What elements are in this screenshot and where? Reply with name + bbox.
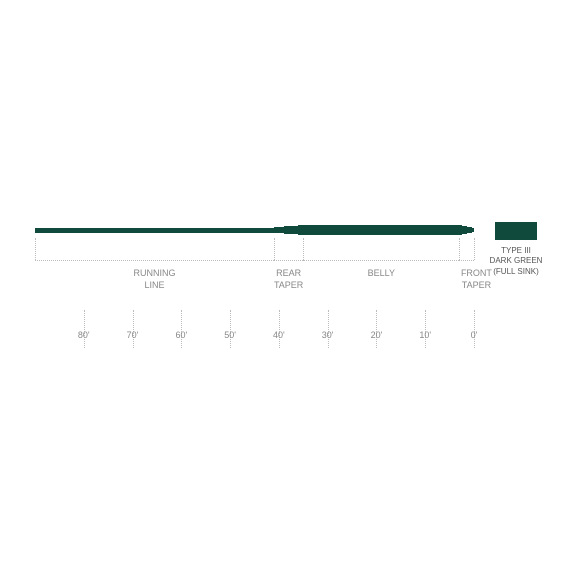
scale-tick-label: 70' — [127, 330, 139, 340]
section-divider — [474, 238, 475, 260]
section-divider — [459, 238, 460, 260]
scale-tick-label: 20' — [371, 330, 383, 340]
line-segment — [472, 228, 475, 233]
section-bracket — [459, 260, 474, 261]
scale-tick-label: 0' — [471, 330, 478, 340]
section-label: RUNNING LINE — [125, 268, 185, 291]
scale-tick-label: 60' — [175, 330, 187, 340]
scale-gridline — [376, 310, 377, 348]
scale-gridline — [279, 310, 280, 348]
color-swatch-label: TYPE III DARK GREEN (FULL SINK) — [485, 246, 547, 277]
section-bracket — [35, 260, 274, 261]
section-label: REAR TAPER — [259, 268, 319, 291]
scale-gridline — [425, 310, 426, 348]
scale-gridline — [181, 310, 182, 348]
line-segment — [303, 225, 459, 235]
color-swatch — [495, 222, 537, 240]
scale-gridline — [328, 310, 329, 348]
fly-line-taper-diagram: RUNNING LINEREAR TAPERBELLYFRONT TAPER80… — [0, 0, 572, 572]
section-bracket — [274, 260, 303, 261]
scale-tick-label: 30' — [322, 330, 334, 340]
section-divider — [35, 238, 36, 260]
section-bracket — [303, 260, 459, 261]
section-divider — [274, 238, 275, 260]
scale-tick-label: 80' — [78, 330, 90, 340]
scale-tick-label: 10' — [419, 330, 431, 340]
scale-gridline — [230, 310, 231, 348]
scale-gridline — [474, 310, 475, 348]
section-label: BELLY — [351, 268, 411, 280]
section-divider — [303, 238, 304, 260]
scale-gridline — [84, 310, 85, 348]
line-segment — [35, 228, 274, 233]
scale-tick-label: 50' — [224, 330, 236, 340]
scale-gridline — [133, 310, 134, 348]
scale-tick-label: 40' — [273, 330, 285, 340]
